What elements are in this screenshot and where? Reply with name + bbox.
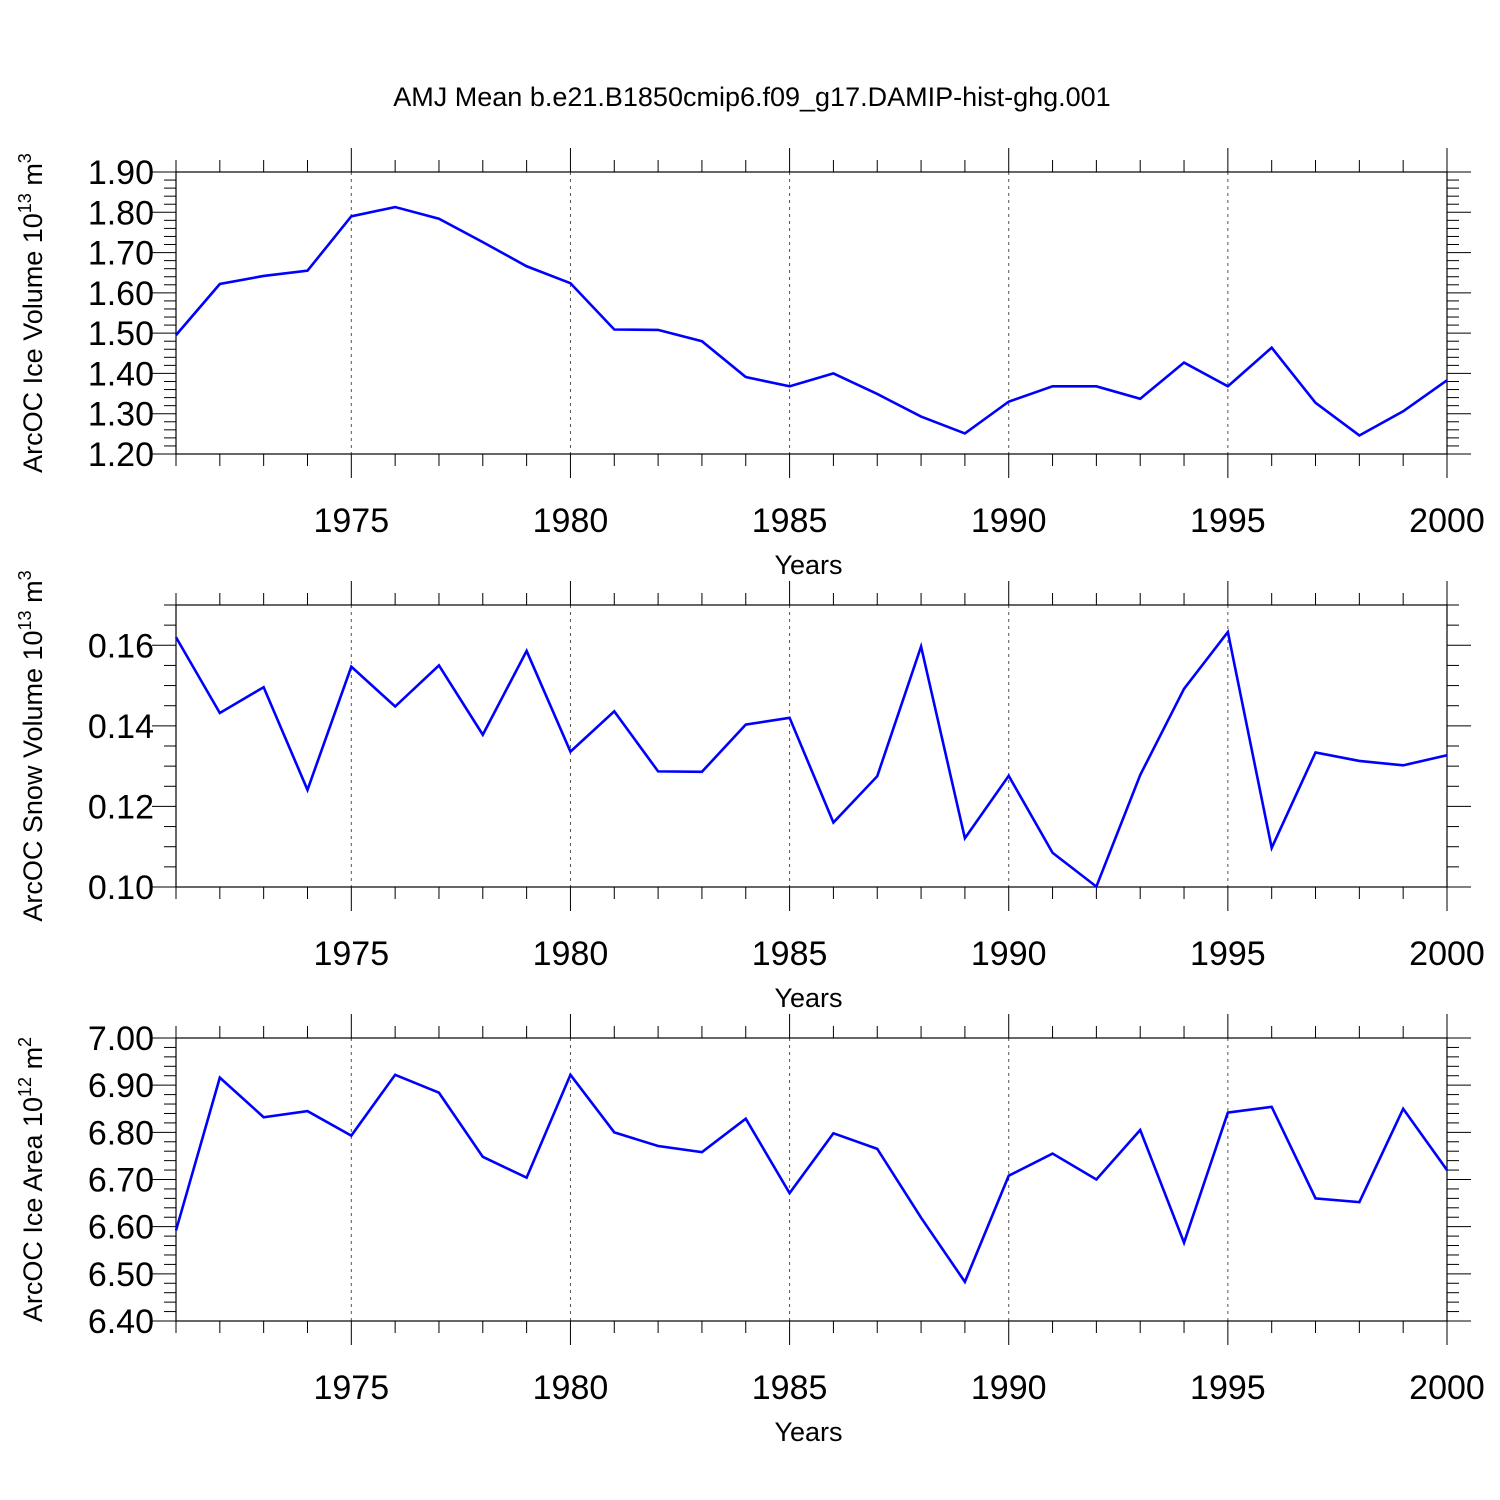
series-line bbox=[174, 1072, 1449, 1285]
y-axis-label-part: ArcOC Ice Volume 10 bbox=[18, 213, 48, 473]
x-tick-label: 1985 bbox=[752, 502, 828, 540]
y-tick-label: 6.40 bbox=[88, 1303, 154, 1341]
y-axis-label-part: m bbox=[18, 580, 48, 610]
series-line bbox=[175, 205, 1448, 438]
x-tick-label: 2000 bbox=[1409, 1369, 1485, 1407]
chart-panel-2: 1975 1980 1985 1990 1995 2000 0.10 0.12 0.14 0.16… bbox=[15, 570, 1485, 1013]
y-tick-label: 0.12 bbox=[88, 788, 154, 826]
y-axis-label: ArcOC Ice Area 1012 m2 bbox=[15, 1037, 48, 1322]
plot-frame bbox=[175, 604, 1448, 888]
x-tick-label: 1980 bbox=[533, 935, 609, 973]
y-axis-label-superscript: 3 bbox=[15, 153, 35, 163]
panels: 1975 1980 1985 1990 1995 2000 1.201.301.401.50… bbox=[15, 148, 1485, 1447]
x-tick-label: 1975 bbox=[313, 1369, 389, 1407]
y-axis-label-part: ArcOC Ice Area 10 bbox=[18, 1097, 48, 1322]
y-tick-label: 6.50 bbox=[88, 1256, 154, 1294]
x-tick-label: 1980 bbox=[533, 502, 609, 540]
x-tick-label: 1990 bbox=[971, 502, 1047, 540]
y-tick-label: 1.70 bbox=[88, 235, 154, 273]
x-tick-label: 2000 bbox=[1409, 935, 1485, 973]
y-tick-label: 1.90 bbox=[88, 154, 154, 192]
x-tick-label: 1995 bbox=[1190, 935, 1266, 973]
y-tick-label: 1.80 bbox=[88, 194, 154, 232]
x-axis-label: Years bbox=[774, 983, 842, 1013]
x-tick-label: 1980 bbox=[533, 1369, 609, 1407]
y-tick-label: 1.50 bbox=[88, 315, 154, 353]
x-axis-label: Years bbox=[774, 1417, 842, 1447]
x-tick-label: 1975 bbox=[313, 502, 389, 540]
y-tick-label: 1.40 bbox=[88, 355, 154, 393]
y-axis-label: ArcOC Snow Volume 1013 m3 bbox=[15, 570, 48, 921]
y-axis-label-superscript: 12 bbox=[15, 1077, 35, 1097]
y-axis-label-superscript: 3 bbox=[15, 570, 35, 580]
y-axis-label-superscript: 13 bbox=[15, 193, 35, 213]
y-axis-label-superscript: 13 bbox=[15, 610, 35, 630]
y-axis-label: ArcOC Ice Volume 1013 m3 bbox=[15, 153, 48, 473]
plot-frame bbox=[175, 171, 1448, 455]
x-tick-label: 1990 bbox=[971, 1369, 1047, 1407]
y-tick-label: 6.60 bbox=[88, 1209, 154, 1247]
y-tick-label: 1.60 bbox=[88, 275, 154, 313]
y-axis-label-part: m bbox=[18, 163, 48, 193]
y-axis-label-superscript: 2 bbox=[15, 1037, 35, 1047]
series-line bbox=[174, 628, 1448, 889]
x-tick-label: 1995 bbox=[1190, 502, 1266, 540]
x-tick-label: 1995 bbox=[1190, 1369, 1266, 1407]
y-tick-label: 0.16 bbox=[88, 627, 154, 665]
figure-title: AMJ Mean b.e21.B1850cmip6.f09_g17.DAMIP-… bbox=[393, 82, 1110, 112]
chart-panel-1: 1975 1980 1985 1990 1995 2000 1.201.301.401.50… bbox=[15, 148, 1485, 580]
x-tick-label: 1990 bbox=[971, 935, 1047, 973]
y-tick-label: 6.90 bbox=[88, 1067, 154, 1105]
x-axis-label: Years bbox=[774, 550, 842, 580]
y-tick-label: 6.70 bbox=[88, 1162, 154, 1200]
y-tick-label: 7.00 bbox=[88, 1020, 154, 1058]
chart-panel-3: 1975 1980 1985 1990 1995 2000 6.40 6.50 6.60 6.70… bbox=[15, 1014, 1485, 1447]
y-tick-label: 0.14 bbox=[88, 708, 154, 746]
x-tick-label: 1975 bbox=[313, 935, 389, 973]
y-tick-label: 1.20 bbox=[88, 436, 154, 474]
y-axis-label-part: ArcOC Snow Volume 10 bbox=[18, 630, 48, 921]
x-tick-label: 1985 bbox=[752, 1369, 828, 1407]
y-tick-label: 0.10 bbox=[88, 869, 154, 907]
y-tick-label: 1.30 bbox=[88, 396, 154, 434]
plot-frame bbox=[175, 1037, 1448, 1322]
y-axis-label-part: m bbox=[18, 1047, 48, 1077]
x-tick-label: 1985 bbox=[752, 935, 828, 973]
x-tick-label: 2000 bbox=[1409, 502, 1485, 540]
y-tick-label: 6.80 bbox=[88, 1114, 154, 1152]
